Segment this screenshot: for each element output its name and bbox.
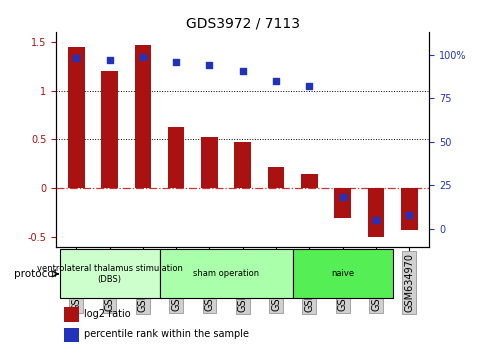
Bar [234,142,251,188]
Text: protocol: protocol [14,269,57,279]
Text: sham operation: sham operation [193,269,259,278]
Point [371,217,379,223]
Bar [159,249,292,298]
Text: percentile rank within the sample: percentile rank within the sample [84,330,249,339]
Point [72,56,80,61]
Bar [134,45,151,188]
Bar [101,71,118,188]
Text: ventrolateral thalamus stimulation
(DBS): ventrolateral thalamus stimulation (DBS) [37,264,182,284]
Text: log2 ratio: log2 ratio [84,309,131,319]
Point [238,68,246,73]
Bar [334,188,350,218]
Bar [292,249,392,298]
Point [205,63,213,68]
Bar [301,174,317,188]
Point [105,57,113,63]
Bar [63,307,79,321]
Bar [167,127,184,188]
Point [172,59,180,65]
Bar [400,188,417,230]
Point [139,54,146,59]
Point [272,78,280,84]
Point [338,194,346,200]
Point [305,84,313,89]
Bar [63,327,79,342]
Title: GDS3972 / 7113: GDS3972 / 7113 [185,17,299,31]
Bar [201,137,217,188]
Bar [68,46,84,188]
Bar [267,167,284,188]
Point [405,212,412,217]
Text: naive: naive [330,269,354,278]
Bar [367,188,384,237]
Bar [60,249,159,298]
